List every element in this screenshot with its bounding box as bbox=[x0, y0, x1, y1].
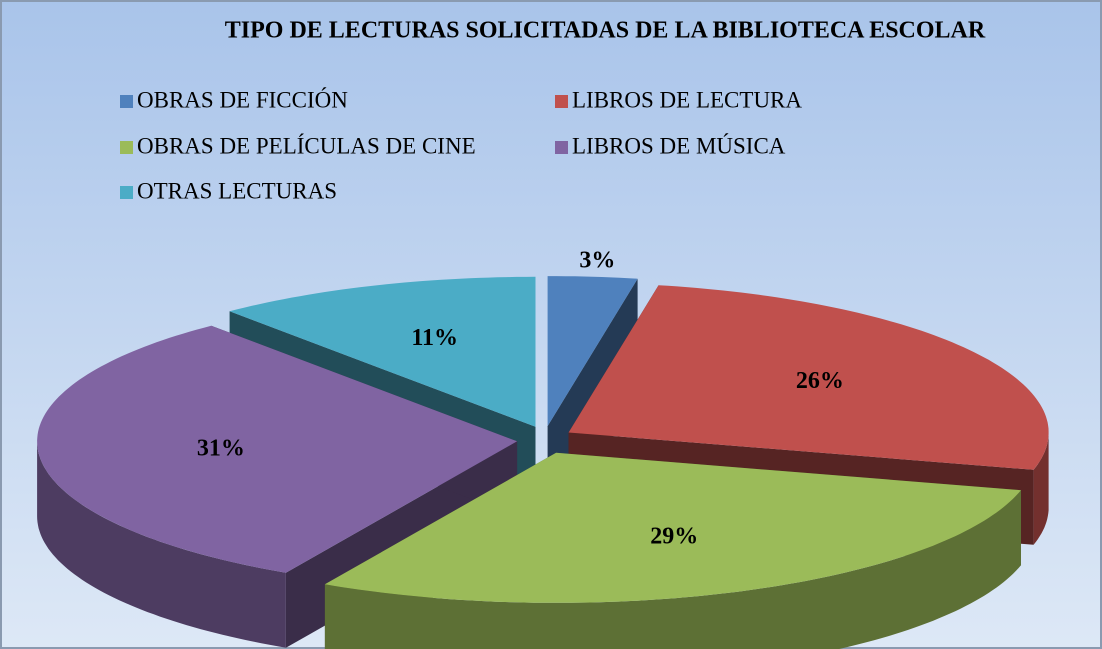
slice bbox=[37, 325, 518, 573]
slice bbox=[568, 285, 1049, 470]
slice-wall bbox=[1033, 432, 1049, 545]
slice-wall bbox=[37, 441, 286, 648]
legend-swatch bbox=[555, 95, 568, 108]
legend-label: LIBROS DE LECTURA bbox=[572, 87, 802, 112]
legend-label: OTRAS LECTURAS bbox=[137, 178, 337, 203]
legend-label: OBRAS DE FICCIÓN bbox=[137, 86, 348, 112]
legend-label: LIBROS DE MÚSICA bbox=[572, 132, 786, 158]
legend-swatch bbox=[555, 141, 568, 154]
data-label: 29% bbox=[650, 524, 698, 550]
legend-swatch bbox=[120, 141, 133, 154]
data-label: 31% bbox=[197, 436, 245, 462]
slice bbox=[547, 276, 638, 427]
data-label: 3% bbox=[579, 247, 615, 273]
chart-title: TIPO DE LECTURAS SOLICITADAS DE LA BIBLI… bbox=[225, 18, 986, 44]
legend-label: OBRAS DE PELÍCULAS DE CINE bbox=[137, 133, 476, 158]
data-label: 26% bbox=[796, 368, 844, 394]
data-label: 11% bbox=[411, 325, 458, 351]
slice bbox=[324, 452, 1021, 603]
slice bbox=[229, 276, 536, 427]
legend-swatch bbox=[120, 95, 133, 108]
legend-swatch bbox=[120, 186, 133, 199]
slice-wall bbox=[324, 490, 1021, 649]
